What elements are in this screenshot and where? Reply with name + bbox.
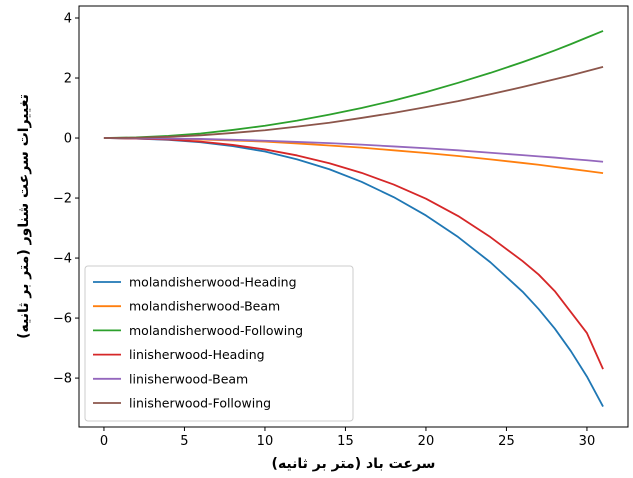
y-tick-label: −8 [53, 372, 72, 387]
y-tick-label: 4 [64, 12, 72, 27]
x-tick-label: 30 [579, 434, 596, 449]
x-tick-label: 0 [100, 434, 108, 449]
x-tick-label: 15 [337, 434, 354, 449]
y-tick-label: −2 [53, 192, 72, 207]
legend-entry: linisherwood-Heading [129, 347, 265, 362]
series-line-4 [103, 137, 604, 370]
x-axis-title: سرعت باد (متر بر ثانیه) [272, 456, 436, 472]
series-line-5 [103, 137, 604, 163]
legend-entry: molandisherwood-Following [129, 323, 303, 338]
legend-entry: linisherwood-Beam [129, 371, 248, 386]
y-tick-label: 0 [64, 132, 72, 147]
x-tick-label: 20 [418, 434, 435, 449]
y-axis-title: تغییرات سرعت شناور (متر بر ثانیه) [16, 94, 32, 339]
x-tick-label: 10 [257, 434, 274, 449]
plot-frame [78, 5, 629, 428]
x-tick-label: 5 [180, 434, 188, 449]
legend-entry: molandisherwood-Beam [129, 299, 280, 314]
plot-lines [103, 30, 604, 408]
y-axis: −8 −6 −4 −2 0 2 4 [53, 12, 79, 387]
y-tick-label: −4 [53, 252, 72, 267]
x-axis: 0 5 10 15 20 25 30 [100, 427, 595, 449]
legend: molandisherwood-Heading molandisherwood-B… [84, 265, 354, 422]
y-tick-label: 2 [64, 72, 72, 87]
series-line-6 [103, 66, 604, 139]
x-tick-label: 25 [498, 434, 515, 449]
legend-entry: linisherwood-Following [129, 396, 271, 411]
series-line-3 [103, 30, 604, 139]
legend-box [84, 265, 354, 422]
y-tick-label: −6 [53, 312, 72, 327]
legend-entry: molandisherwood-Heading [129, 275, 297, 290]
